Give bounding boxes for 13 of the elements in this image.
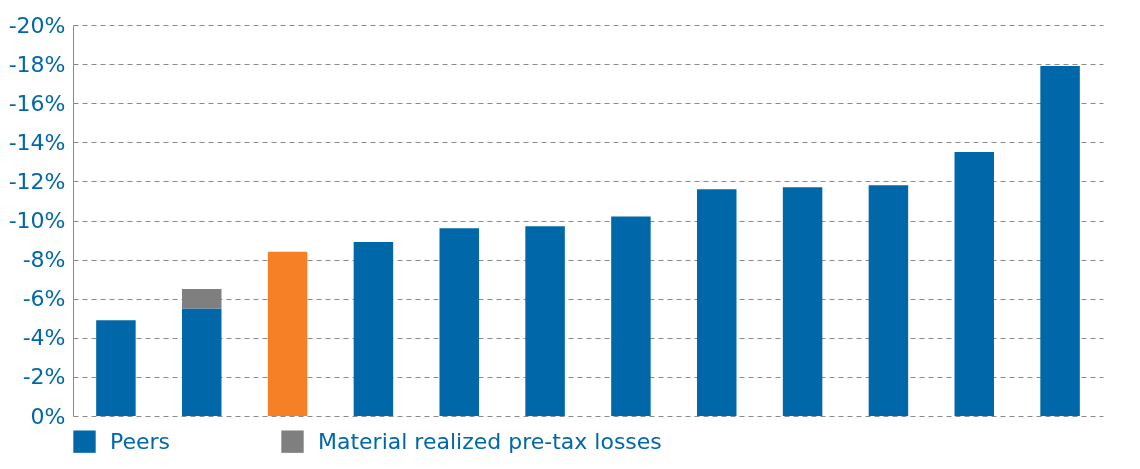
y-tick-label: -4% [22,325,66,351]
y-tick-label: -18% [8,51,66,77]
y-tick-label: -2% [22,364,66,390]
y-tick-label: -16% [8,90,66,116]
legend-label: Peers [110,428,171,454]
y-tick-label: -12% [8,168,66,194]
y-tick-label: -6% [22,286,66,312]
legend-label: Material realized pre-tax losses [318,428,662,454]
y-tick-label: -14% [8,129,66,155]
y-tick-label: -20% [8,12,66,38]
y-tick-label: -8% [22,247,66,273]
y-tick-label: 0% [30,403,66,429]
y-tick-label: -10% [8,208,66,233]
